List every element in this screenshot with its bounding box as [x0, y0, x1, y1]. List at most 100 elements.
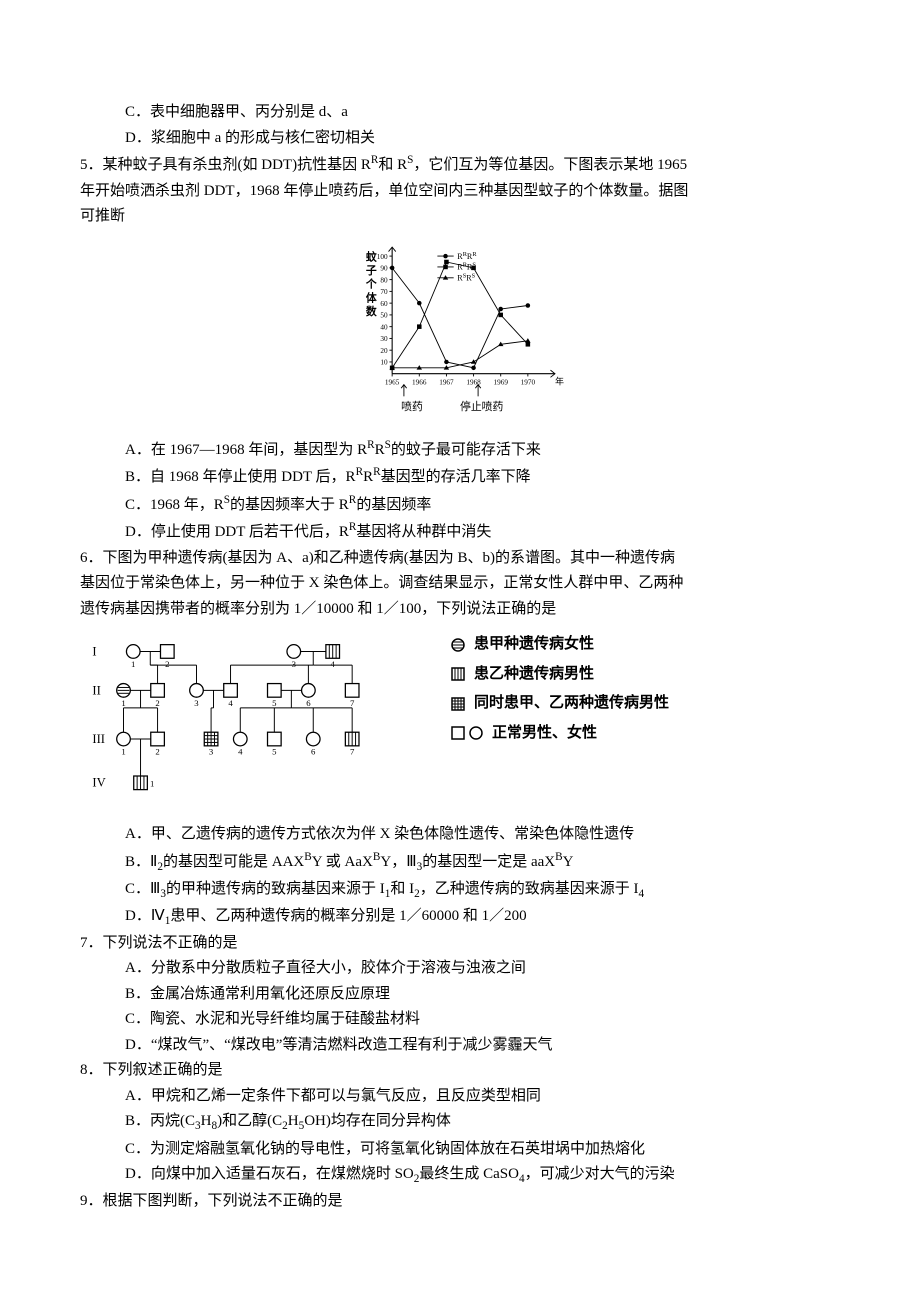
legend-female-a: 患甲种遗传病女性 — [450, 632, 669, 658]
svg-text:90: 90 — [380, 264, 388, 272]
q9-intro: 9．根据下图判断，下列说法不正确的是 — [80, 1189, 840, 1215]
svg-text:6: 6 — [311, 747, 316, 757]
q5-text-1: 某种蚊子具有杀虫剂(如 DDT)抗性基因 R — [103, 157, 371, 173]
q5-option-b: B．自 1968 年停止使用 DDT 后，RRRR基因型的存活几率下降 — [80, 463, 840, 491]
q5a-part1: A．在 1967—1968 年间，基因型为 R — [125, 442, 367, 458]
legend-male-b: 患乙种遗传病男性 — [450, 662, 669, 688]
svg-text:70: 70 — [380, 288, 388, 296]
svg-text:4: 4 — [238, 747, 243, 757]
q5-chart: 蚊 子 个 体 数 102030405060708090100 19651966… — [340, 238, 580, 428]
legend-normal-icon — [450, 725, 484, 741]
chart-ylabel-4: 体 — [366, 290, 377, 304]
q5b-part2: R — [363, 469, 373, 485]
q8b-1: B．丙烷(C — [125, 1113, 195, 1129]
q5-line3: 可推断 — [80, 204, 840, 230]
svg-text:1969: 1969 — [493, 378, 508, 386]
q5d-part1: D．停止使用 DDT 后若干代后，R — [125, 524, 349, 540]
q9-number: 9． — [80, 1193, 103, 1209]
svg-text:3: 3 — [194, 698, 199, 708]
q6c-sub4: 4 — [638, 888, 644, 900]
q7-number: 7． — [80, 935, 103, 951]
svg-text:1: 1 — [131, 659, 135, 669]
svg-text:10: 10 — [380, 358, 388, 366]
svg-text:II: II — [92, 683, 100, 697]
q5-text-2: 和 R — [378, 157, 407, 173]
svg-text:1970: 1970 — [521, 378, 536, 386]
svg-text:1966: 1966 — [412, 378, 427, 386]
q8-text: 下列叙述正确的是 — [103, 1062, 223, 1078]
svg-text:I: I — [92, 644, 96, 658]
q8-number: 8． — [80, 1062, 103, 1078]
svg-text:2: 2 — [165, 659, 169, 669]
q8b-2: H — [201, 1113, 212, 1129]
q7-option-a: A．分散系中分散质粒子直径大小，胶体介于溶液与浊液之间 — [80, 956, 840, 982]
x-unit: 年 — [555, 375, 564, 386]
q5-option-d: D．停止使用 DDT 后若干代后，RR基因将从种群中消失 — [80, 518, 840, 546]
svg-text:RSRS: RSRS — [457, 272, 475, 283]
q6-option-c: C．Ⅲ3的甲种遗传病的致病基因来源于 I1和 I2，乙种遗传病的致病基因来源于 … — [80, 877, 840, 904]
q6-text2: 基因位于常染色体上，另一种位于 X 染色体上。调查结果显示，正常女性人群中甲、乙… — [80, 571, 840, 597]
legend-normal-label: 正常男性、女性 — [492, 721, 597, 747]
svg-text:80: 80 — [380, 276, 388, 284]
x-ticks: 196519661967196819691970 — [385, 373, 536, 386]
q5-chart-wrapper: 蚊 子 个 体 数 102030405060708090100 19651966… — [80, 238, 840, 428]
q6c-1: C．Ⅲ — [125, 881, 160, 897]
q7-option-c: C．陶瓷、水泥和光导纤维均属于硅酸盐材料 — [80, 1007, 840, 1033]
q5b-part3: 基因型的存活几率下降 — [381, 469, 531, 485]
q6d-1: D．Ⅳ — [125, 908, 165, 924]
q7-option-d: D．“煤改气”、“煤改电”等清洁燃料改造工程有利于减少雾霾天气 — [80, 1033, 840, 1059]
svg-text:100: 100 — [377, 252, 388, 260]
legend-male-both-icon — [450, 696, 466, 712]
q8-option-b: B．丙烷(C3H8)和乙醇(C2H5OH)均存在同分异构体 — [80, 1109, 840, 1136]
q6-option-b: B．Ⅱ2的基因型可能是 AAXBY 或 AaXBY，Ⅲ3的基因型一定是 aaXB… — [80, 848, 840, 877]
q5c-part2: 的基因频率大于 R — [230, 497, 349, 513]
q6-option-a: A．甲、乙遗传病的遗传方式依次为伴 X 染色体隐性遗传、常染色体隐性遗传 — [80, 822, 840, 848]
q7-option-b: B．金属冶炼通常利用氧化还原反应原理 — [80, 982, 840, 1008]
q5-number: 5． — [80, 157, 103, 173]
legend-female-a-icon — [450, 637, 466, 653]
q5-line2: 年开始喷洒杀虫剂 DDT，1968 年停止喷药后，单位空间内三种基因型蚊子的个体… — [80, 179, 840, 205]
svg-text:1967: 1967 — [439, 378, 454, 386]
chart-legend: RRRRRRRSRSRS — [437, 250, 477, 282]
q7-intro: 7．下列说法不正确的是 — [80, 931, 840, 957]
q8b-5: OH)均存在同分异构体 — [304, 1113, 451, 1129]
pedigree-legend: 患甲种遗传病女性 患乙种遗传病男性 同时患甲、乙两种遗传病男性 正常男性、女性 — [450, 632, 669, 750]
q8d-2: 最终生成 CaSO — [419, 1166, 519, 1182]
q6c-3: 和 I — [390, 881, 414, 897]
q5-option-c: C．1968 年，RS的基因频率大于 RR的基因频率 — [80, 491, 840, 519]
y-ticks: 102030405060708090100 — [377, 252, 392, 366]
chart-ylabel-1: 蚊 — [366, 249, 377, 263]
q6b-1: B．Ⅱ — [125, 854, 157, 870]
legend-female-a-label: 患甲种遗传病女性 — [474, 632, 594, 658]
svg-text:4: 4 — [331, 659, 336, 669]
svg-text:1965: 1965 — [385, 378, 400, 386]
q6-intro: 6．下图为甲种遗传病(基因为 A、a)和乙种遗传病(基因为 B、b)的系谱图。其… — [80, 546, 840, 572]
svg-text:1: 1 — [121, 698, 125, 708]
q6b-4: Y，Ⅲ — [380, 854, 416, 870]
legend-male-b-label: 患乙种遗传病男性 — [474, 662, 594, 688]
svg-text:6: 6 — [306, 698, 311, 708]
q6d-2: 患甲、乙两种遗传病的概率分别是 1／60000 和 1／200 — [170, 908, 526, 924]
pedigree-group: IIIIIIIV1234123456712345671 — [92, 644, 359, 789]
q5c-part1: C．1968 年，R — [125, 497, 224, 513]
legend-male-b-icon — [450, 666, 466, 682]
q6b-sup3: B — [555, 851, 563, 863]
pedigree-chart: IIIIIIIV1234123456712345671 — [80, 632, 420, 812]
q8b-3: )和乙醇(C — [217, 1113, 282, 1129]
q5b-sup2: R — [373, 466, 381, 478]
svg-text:2: 2 — [155, 698, 159, 708]
q6-figure-row: IIIIIIIV1234123456712345671 患甲种遗传病女性 患乙种… — [80, 632, 840, 812]
q5-option-a: A．在 1967—1968 年间，基因型为 RRRS的蚊子最可能存活下来 — [80, 436, 840, 464]
q5d-part2: 基因将从种群中消失 — [356, 524, 491, 540]
svg-text:IV: IV — [92, 776, 105, 790]
q6b-sup1: B — [304, 851, 312, 863]
q7-text: 下列说法不正确的是 — [103, 935, 238, 951]
svg-text:20: 20 — [380, 346, 388, 354]
legend-male-both-label: 同时患甲、乙两种遗传病男性 — [474, 691, 669, 717]
svg-text:7: 7 — [350, 747, 355, 757]
q6-text1: 下图为甲种遗传病(基因为 A、a)和乙种遗传病(基因为 B、b)的系谱图。其中一… — [103, 550, 675, 566]
svg-text:50: 50 — [380, 311, 388, 319]
svg-text:3: 3 — [292, 659, 297, 669]
chart-ylabel-5: 数 — [366, 303, 377, 317]
q6b-5: 的基因型一定是 aaX — [422, 854, 555, 870]
